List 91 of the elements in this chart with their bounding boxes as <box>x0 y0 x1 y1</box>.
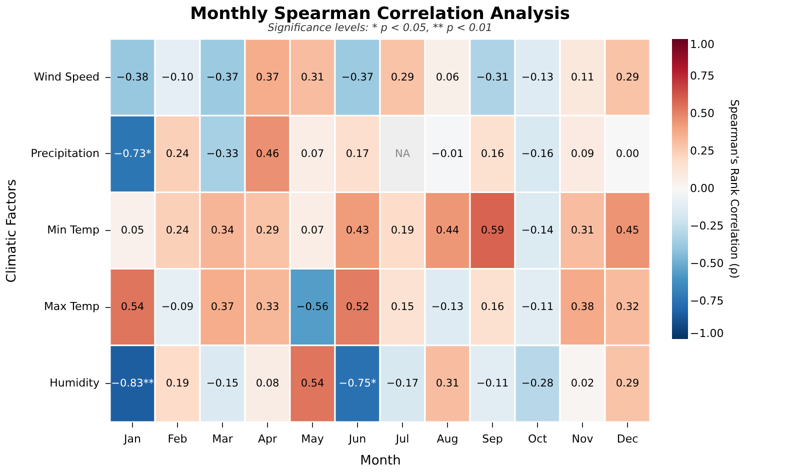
x-tick-label: Apr <box>258 432 278 446</box>
color-bar-label: 0.50 <box>690 107 714 120</box>
data-label: 0.59 <box>480 224 504 236</box>
data-label: 0.29 <box>256 224 280 236</box>
data-label: −0.11 <box>476 378 509 390</box>
data-label: −0.31 <box>476 71 509 84</box>
data-label: 0.45 <box>616 224 640 236</box>
data-label: 0.29 <box>616 71 640 84</box>
x-tick-label: Oct <box>528 432 548 446</box>
data-label: 0.16 <box>480 301 505 314</box>
data-label: 0.29 <box>616 378 640 390</box>
data-label: −0.28 <box>521 378 554 390</box>
data-label: 0.37 <box>210 301 234 314</box>
data-label: 0.24 <box>166 224 190 236</box>
data-label: 0.31 <box>436 378 460 390</box>
y-tick-label: Wind Speed <box>34 70 100 84</box>
data-label: −0.11 <box>521 301 554 314</box>
data-label: 0.38 <box>570 301 594 314</box>
data-label: −0.75* <box>338 378 376 390</box>
data-label: 0.33 <box>256 301 280 314</box>
data-label: −0.10 <box>161 71 194 84</box>
data-label: 0.09 <box>570 148 594 160</box>
color-bar-label: 1.00 <box>690 38 714 51</box>
data-label: −0.73* <box>114 148 152 160</box>
data-label: 0.07 <box>300 224 324 236</box>
data-label: 0.02 <box>570 378 594 390</box>
y-tick-label: Humidity <box>50 376 100 390</box>
data-label: 0.07 <box>300 148 324 160</box>
y-axis-title: Climatic Factors <box>4 179 20 283</box>
data-label: 0.37 <box>256 71 280 84</box>
data-label: −0.13 <box>431 301 464 314</box>
x-tick-label: Jun <box>348 432 366 446</box>
data-label: 0.24 <box>166 148 190 160</box>
x-tick-label: Sep <box>482 432 503 446</box>
data-label: 0.17 <box>346 148 370 160</box>
data-label: 0.08 <box>256 378 280 390</box>
y-tick-label: Max Temp <box>44 300 100 314</box>
y-tick-label: Min Temp <box>47 224 100 236</box>
data-label: −0.09 <box>161 301 194 314</box>
data-label: 0.11 <box>570 71 594 84</box>
data-label: 0.52 <box>346 301 370 314</box>
data-label: −0.38 <box>116 71 149 84</box>
data-label: 0.16 <box>480 148 505 160</box>
data-label: 0.54 <box>120 301 145 314</box>
data-label: −0.37 <box>206 71 239 84</box>
data-label: −0.13 <box>521 71 554 84</box>
color-bar-label: 0.75 <box>690 70 714 82</box>
x-tick-label: Jan <box>123 432 141 446</box>
x-tick-label: May <box>301 432 324 446</box>
x-tick-label: Jul <box>394 432 410 446</box>
color-bar-label: 0.00 <box>690 182 714 195</box>
data-label: 0.31 <box>300 71 324 84</box>
data-label: 0.32 <box>616 301 640 314</box>
data-label: 0.46 <box>256 148 280 160</box>
chart-subtitle: Significance levels: * p < 0.05, ** p < 0.01 <box>268 22 492 34</box>
data-label: 0.43 <box>346 224 370 236</box>
x-tick-label: Dec <box>616 432 638 446</box>
data-label: 0.31 <box>570 224 594 236</box>
data-label: 0.05 <box>120 224 144 236</box>
data-label: 0.15 <box>390 301 414 314</box>
color-bar-label: −1.00 <box>690 327 724 340</box>
x-tick-label: Aug <box>436 432 458 446</box>
data-label: −0.01 <box>431 148 464 160</box>
data-label: −0.17 <box>386 378 419 390</box>
data-label: −0.14 <box>521 224 554 236</box>
color-bar-label: −0.50 <box>690 257 724 270</box>
chart-title: Monthly Spearman Correlation Analysis <box>190 4 570 24</box>
data-label: −0.37 <box>341 71 374 84</box>
color-bar-title: Spearman's Rank Correlation (ρ) <box>728 99 741 279</box>
data-label: 0.29 <box>390 71 414 84</box>
data-label: 0.19 <box>390 224 414 236</box>
data-label: 0.34 <box>210 224 235 236</box>
x-axis-title: Month <box>360 454 401 468</box>
color-bar-label: 0.25 <box>690 144 714 158</box>
y-tick-label: Precipitation <box>30 146 100 160</box>
data-label: 0.44 <box>436 224 460 236</box>
data-label: −0.56 <box>296 301 329 314</box>
data-label: 0.00 <box>616 148 640 160</box>
text: NA <box>394 148 410 160</box>
data-label: −0.33 <box>206 148 239 160</box>
color-bar-label: −0.25 <box>690 220 724 232</box>
x-tick-label: Nov <box>572 432 594 446</box>
data-label: −0.83** <box>111 378 154 390</box>
data-label: 0.19 <box>166 378 190 390</box>
x-tick-label: Mar <box>212 432 234 446</box>
data-label: 0.54 <box>300 378 325 390</box>
data-label: −0.15 <box>206 378 239 390</box>
data-label: −0.16 <box>521 148 554 160</box>
color-bar-label: −0.75 <box>690 294 724 308</box>
data-label: 0.06 <box>436 71 460 84</box>
x-tick-label: Feb <box>168 432 188 446</box>
